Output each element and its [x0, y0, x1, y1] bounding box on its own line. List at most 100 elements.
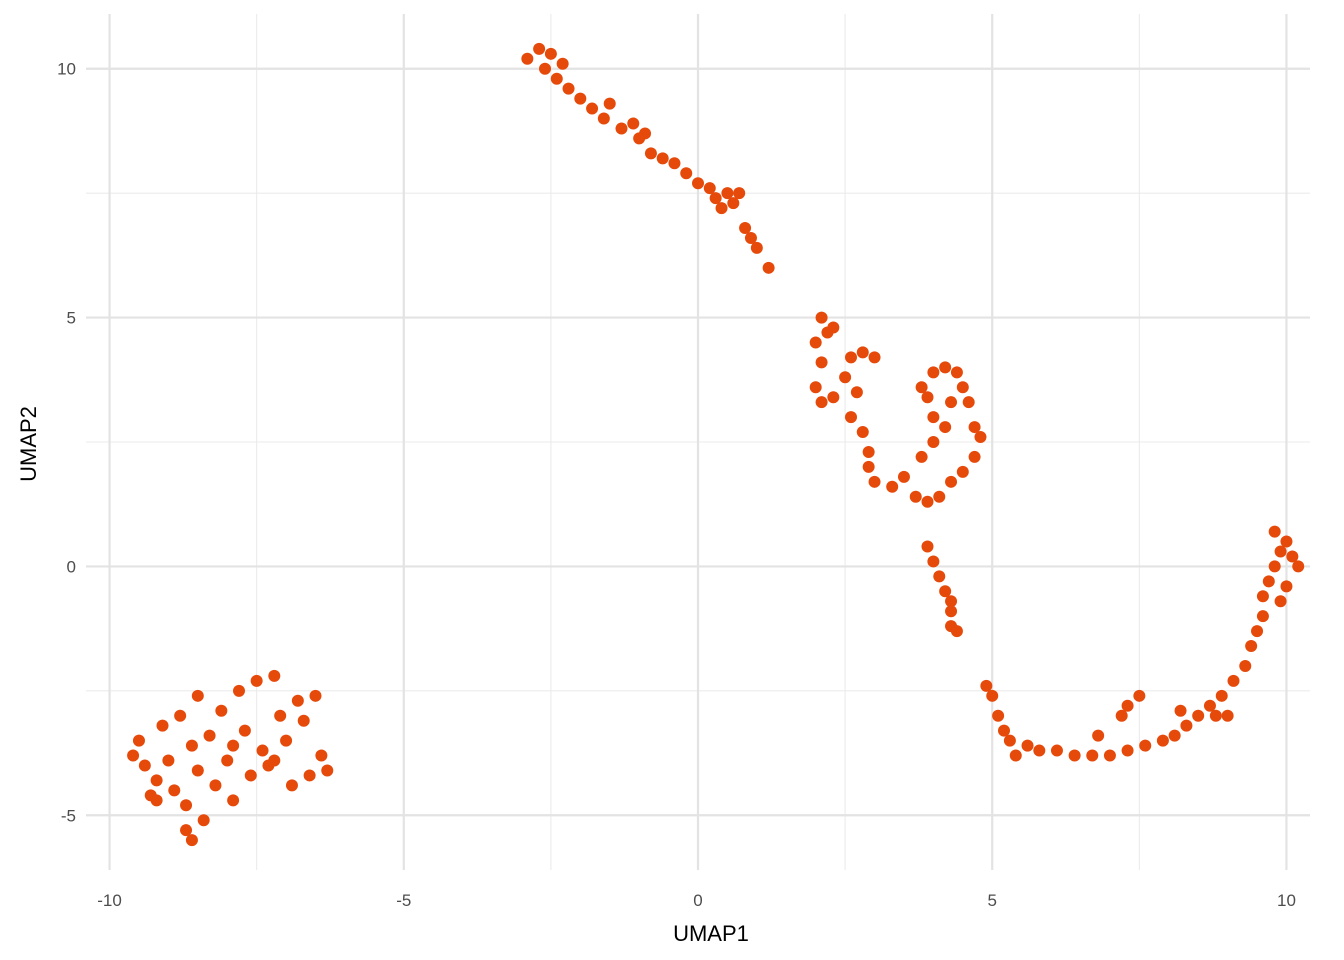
- data-point: [868, 351, 881, 364]
- data-point: [1203, 699, 1216, 712]
- data-point: [998, 724, 1010, 737]
- x-tick-label: -5: [396, 891, 411, 910]
- x-tick-label: 5: [987, 891, 996, 910]
- data-point: [809, 336, 822, 349]
- data-point: [627, 117, 640, 130]
- data-point: [727, 197, 740, 210]
- data-point: [897, 470, 910, 483]
- data-point: [168, 784, 181, 797]
- data-point: [1262, 575, 1275, 588]
- data-point: [921, 391, 934, 404]
- data-point: [1209, 709, 1222, 722]
- data-point: [921, 540, 934, 553]
- data-point: [191, 764, 204, 777]
- data-point: [544, 47, 557, 60]
- data-point: [274, 709, 287, 722]
- data-point: [850, 386, 863, 399]
- data-point: [280, 734, 293, 747]
- data-point: [927, 366, 940, 379]
- data-point: [762, 261, 775, 274]
- data-point: [933, 570, 946, 583]
- data-point: [1256, 610, 1269, 623]
- data-point: [1115, 709, 1128, 722]
- data-point: [950, 625, 963, 638]
- data-point: [1292, 560, 1305, 573]
- data-point: [656, 152, 669, 165]
- data-point: [945, 475, 958, 488]
- data-point: [956, 381, 969, 394]
- data-point: [856, 426, 869, 439]
- data-point: [1280, 580, 1293, 593]
- data-point: [868, 475, 881, 488]
- data-point: [927, 411, 940, 424]
- x-tick-label: -10: [97, 891, 122, 910]
- data-point: [268, 669, 281, 682]
- data-point: [945, 605, 958, 618]
- data-point: [927, 555, 940, 568]
- data-point: [597, 112, 610, 125]
- data-point: [845, 351, 857, 364]
- data-point: [744, 231, 757, 244]
- data-point: [1121, 744, 1134, 757]
- data-point: [156, 719, 169, 732]
- data-point: [203, 729, 216, 742]
- data-point: [150, 794, 163, 807]
- data-point: [250, 674, 263, 687]
- data-point: [1121, 699, 1134, 712]
- data-point: [644, 147, 657, 160]
- data-point: [933, 490, 946, 503]
- y-tick-label: 5: [67, 309, 76, 328]
- data-point: [162, 754, 175, 767]
- data-point: [845, 411, 857, 424]
- data-point: [297, 714, 310, 727]
- data-point: [956, 465, 969, 478]
- data-point: [950, 366, 963, 379]
- data-point: [1168, 729, 1181, 742]
- data-point: [815, 396, 828, 409]
- data-point: [974, 431, 987, 444]
- data-point: [1192, 709, 1205, 722]
- data-point: [909, 490, 922, 503]
- data-point: [980, 679, 993, 692]
- data-point: [1033, 744, 1046, 757]
- data-point: [750, 241, 763, 254]
- data-point: [574, 92, 587, 105]
- data-point: [291, 694, 304, 707]
- data-point: [233, 684, 245, 697]
- data-point: [1139, 739, 1152, 752]
- data-point: [692, 177, 704, 190]
- data-point: [715, 202, 728, 215]
- y-tick-labels: -5 0 5 10: [57, 60, 76, 826]
- data-point: [256, 744, 269, 757]
- data-point: [1221, 709, 1234, 722]
- data-point: [968, 421, 981, 434]
- data-point: [550, 72, 563, 85]
- data-point: [127, 749, 140, 762]
- y-axis-title: UMAP2: [16, 406, 41, 482]
- data-point: [180, 799, 193, 812]
- data-point: [1256, 590, 1269, 603]
- data-point: [227, 794, 240, 807]
- data-point: [1274, 545, 1287, 558]
- data-point: [303, 769, 316, 782]
- data-point: [639, 127, 652, 140]
- data-point: [539, 62, 551, 75]
- data-point: [739, 222, 752, 234]
- x-tick-label: 10: [1277, 891, 1296, 910]
- data-point: [1156, 734, 1169, 747]
- data-point: [703, 182, 716, 195]
- data-point: [309, 689, 322, 702]
- data-point: [1092, 729, 1105, 742]
- data-point: [238, 724, 251, 737]
- data-point: [886, 480, 899, 493]
- data-point: [1274, 595, 1287, 608]
- data-point: [839, 371, 852, 384]
- data-point: [815, 356, 828, 369]
- data-point: [132, 734, 145, 747]
- data-point: [185, 739, 198, 752]
- data-point: [1215, 689, 1228, 702]
- data-point: [174, 709, 187, 722]
- data-point: [209, 779, 222, 792]
- data-point: [915, 381, 928, 394]
- data-point: [185, 834, 198, 847]
